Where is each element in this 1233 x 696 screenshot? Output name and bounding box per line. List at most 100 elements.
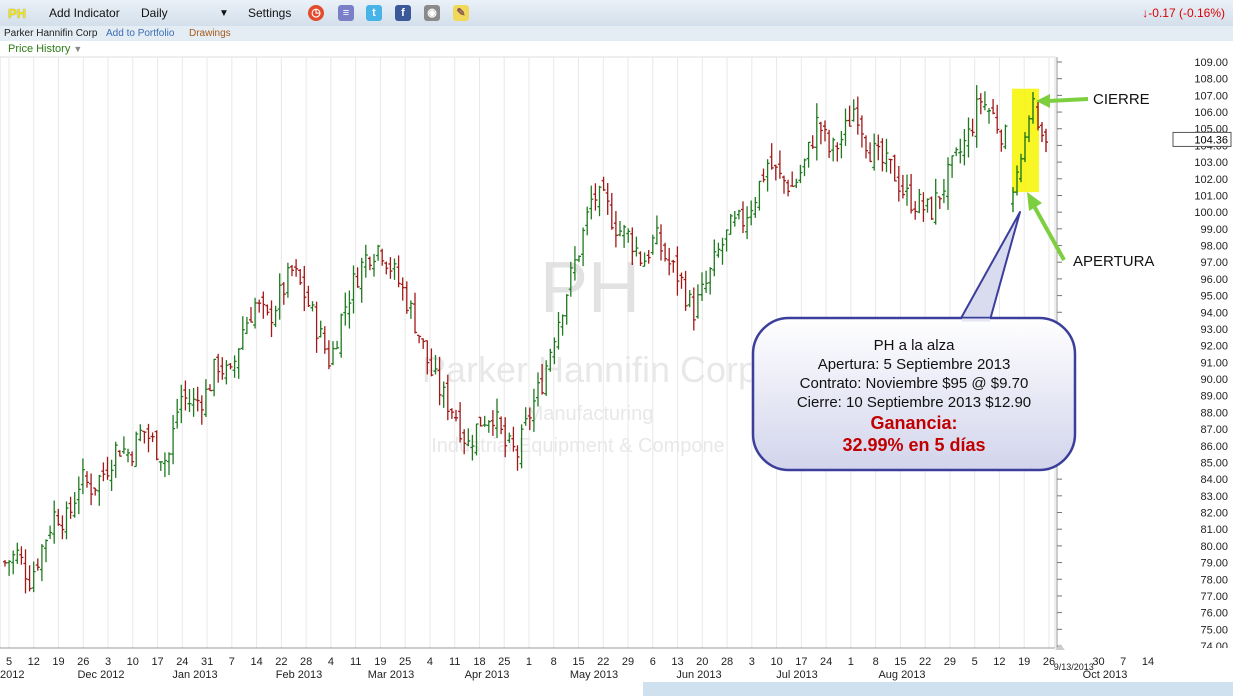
- settings-button[interactable]: Settings: [248, 6, 292, 20]
- drawings-link[interactable]: Drawings: [189, 28, 231, 39]
- ohlc-bar: [782, 175, 786, 194]
- alarm-clock-icon[interactable]: ◷: [308, 5, 324, 21]
- x-month-label: Dec 2012: [77, 669, 124, 681]
- y-axis: 109.00108.00107.00106.00105.00104.00103.…: [1056, 57, 1233, 653]
- ohlc-bar: [130, 451, 135, 467]
- price-history-dropdown[interactable]: Price History ▼: [8, 43, 82, 55]
- ohlc-bar: [179, 384, 184, 424]
- ohlc-bar: [704, 270, 709, 293]
- ohlc-bar: [44, 539, 48, 563]
- notes-icon[interactable]: ✎: [453, 5, 469, 21]
- y-axis-background: [1056, 57, 1233, 651]
- ohlc-bar: [380, 248, 385, 266]
- ohlc-bar: [478, 416, 483, 427]
- y-tick-label: 78.00: [1200, 574, 1228, 586]
- period-select[interactable]: Daily: [141, 6, 168, 20]
- ohlc-bar: [613, 210, 618, 248]
- ohlc-bar: [839, 131, 844, 159]
- last-price-box: [1172, 131, 1232, 147]
- ohlc-bar: [802, 158, 807, 177]
- ohlc-bar: [220, 357, 225, 380]
- x-tick-label: 20: [696, 656, 708, 668]
- ohlc-bar: [314, 301, 319, 353]
- ohlc-bar: [814, 103, 819, 161]
- ohlc-bar: [269, 300, 274, 338]
- y-tick-label: 93.00: [1200, 324, 1228, 336]
- ohlc-bar: [564, 294, 569, 325]
- ohlc-bar: [560, 314, 565, 336]
- ohlc-bar: [429, 348, 434, 377]
- y-tick-label: 95.00: [1200, 291, 1228, 303]
- ohlc-bar: [68, 496, 73, 519]
- ohlc-bar: [48, 525, 53, 539]
- y-tick-label: 79.00: [1200, 558, 1228, 570]
- ohlc-bar: [798, 164, 803, 184]
- ohlc-bar: [896, 165, 901, 202]
- chevron-down-icon[interactable]: ▼: [219, 8, 229, 19]
- ohlc-bar: [777, 150, 782, 179]
- ohlc-bar: [257, 299, 262, 313]
- ohlc-bar: [23, 549, 28, 594]
- ohlc-bar: [191, 388, 196, 417]
- ohlc-bar: [618, 220, 622, 237]
- y-tick-label: 98.00: [1200, 241, 1228, 253]
- x-tick-label: 18: [473, 656, 485, 668]
- ohlc-bar: [445, 374, 450, 421]
- ohlc-bar: [310, 301, 315, 312]
- camera-icon[interactable]: ◉: [424, 5, 440, 21]
- watermark: PH Parker Hannifin Corp Manufacturing Indus…: [422, 248, 758, 457]
- ohlc-bar: [507, 432, 512, 444]
- facebook-icon[interactable]: f: [395, 5, 411, 21]
- ohlc-bar: [810, 135, 815, 149]
- ohlc-bar: [523, 407, 528, 426]
- x-tick-label: 11: [350, 656, 361, 668]
- ohlc-bar: [683, 270, 688, 311]
- ohlc-bar: [470, 434, 475, 461]
- gain-label: Ganancia:: [870, 413, 958, 433]
- ohlc-bar: [400, 277, 405, 301]
- cierre-arrow-shaft: [1047, 97, 1089, 103]
- ohlc-bar: [667, 247, 672, 276]
- ohlc-bar: [224, 360, 229, 385]
- ohlc-bar: [244, 317, 249, 335]
- ohlc-bar: [773, 164, 778, 181]
- price-change-value: -0.17 (-0.16%): [1148, 6, 1225, 20]
- y-tick-label: 84.00: [1200, 474, 1228, 486]
- x-tick-label: 30: [1092, 656, 1104, 668]
- ohlc-bar: [167, 452, 171, 476]
- add-to-portfolio-link[interactable]: Add to Portfolio: [106, 28, 175, 39]
- ohlc-bar: [298, 269, 303, 285]
- ohlc-bar: [790, 171, 795, 188]
- x-tick-label: 4: [328, 656, 334, 668]
- ohlc-bar: [392, 258, 397, 280]
- ohlc-bar: [716, 242, 721, 258]
- ohlc-bar: [175, 398, 180, 429]
- add-indicator-button[interactable]: Add Indicator: [49, 6, 120, 20]
- y-tick-label: 90.00: [1200, 374, 1228, 386]
- x-month-label: Jul 2013: [776, 669, 818, 681]
- database-icon[interactable]: ≡: [338, 5, 354, 21]
- x-tick-label: 28: [721, 656, 733, 668]
- x-month-label: Oct 2013: [1083, 669, 1128, 681]
- price-bars: [3, 85, 1008, 594]
- ohlc-bar: [376, 244, 381, 261]
- ohlc-bar: [126, 448, 130, 463]
- ohlc-bar: [454, 409, 458, 422]
- ohlc-bar: [404, 281, 409, 314]
- ohlc-bar: [974, 85, 979, 148]
- ohlc-bar: [367, 256, 372, 271]
- twitter-icon[interactable]: t: [366, 5, 382, 21]
- navigator-window: [643, 682, 1233, 696]
- watermark-sector: Manufacturing: [527, 403, 654, 425]
- ohlc-bar: [142, 430, 147, 444]
- callout-text: PH a la alza Apertura: 5 Septiembre 2013…: [755, 336, 1073, 456]
- ohlc-bar: [306, 285, 311, 307]
- ohlc-bar: [355, 267, 360, 288]
- ohlc-bar: [659, 224, 663, 261]
- ohlc-bar: [581, 227, 586, 267]
- ohlc-bar: [228, 363, 233, 370]
- ohlc-bar: [232, 355, 237, 378]
- ticker-symbol[interactable]: PH: [8, 6, 27, 21]
- x-tick-label: 10: [127, 656, 139, 668]
